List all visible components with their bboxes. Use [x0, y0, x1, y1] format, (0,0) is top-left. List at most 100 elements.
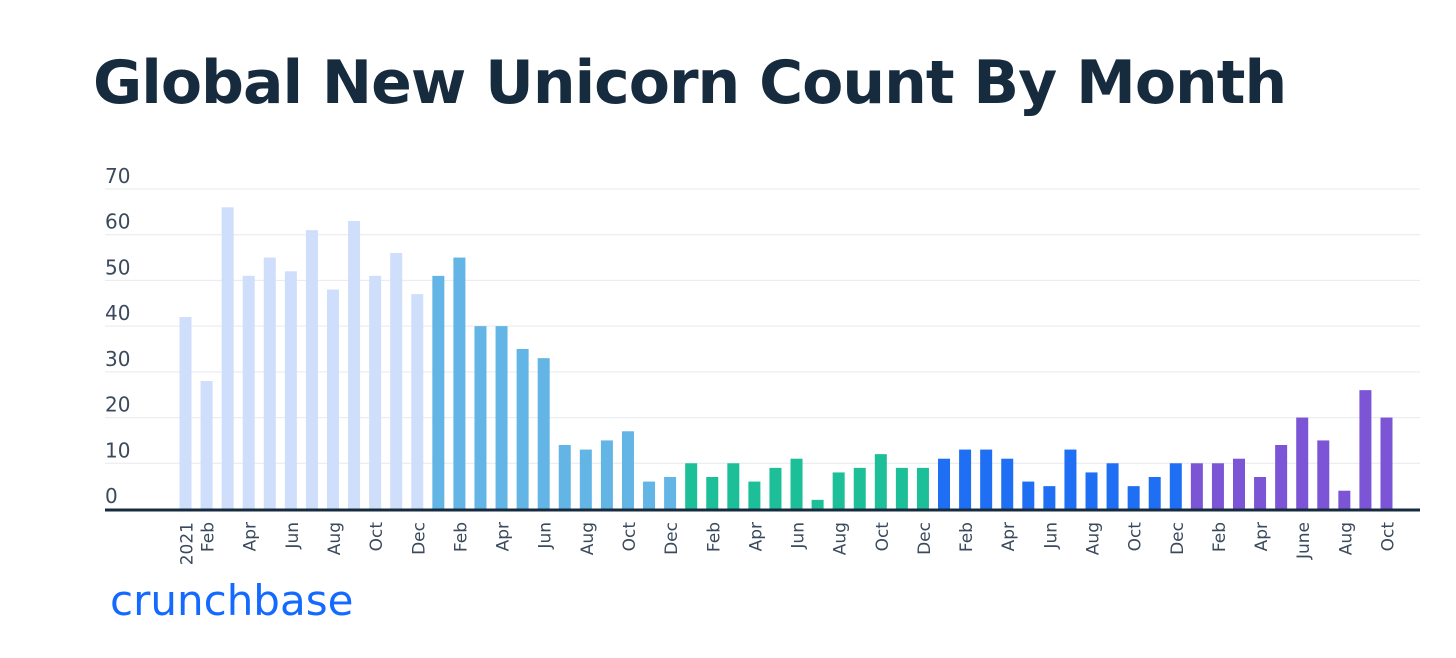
y-tick-label: 40	[105, 301, 130, 325]
x-tick-label: Dec	[915, 522, 935, 555]
bar	[811, 499, 824, 509]
bar	[1380, 417, 1393, 509]
bar	[1127, 486, 1140, 509]
bar	[242, 275, 255, 509]
bar	[1233, 458, 1245, 509]
bar	[748, 481, 761, 509]
bar	[643, 481, 656, 509]
bar	[537, 358, 550, 509]
x-tick-label: Oct	[367, 522, 387, 552]
y-tick-label: 50	[105, 255, 130, 279]
x-tick-label: Aug	[578, 522, 598, 555]
bar	[853, 467, 866, 509]
x-tick-label: Apr	[494, 522, 514, 551]
bar	[284, 271, 297, 509]
y-tick-label: 0	[105, 484, 118, 508]
chart-title: Global New Unicorn Count By Month	[93, 48, 1287, 118]
x-tick-label: June	[1294, 522, 1314, 560]
bar	[305, 230, 318, 509]
x-tick-label: Jun	[1041, 522, 1061, 550]
bar	[1106, 463, 1119, 509]
x-tick-label: Jun	[283, 522, 303, 550]
bar	[1211, 463, 1224, 509]
x-tick-label: Aug	[325, 522, 345, 555]
bar	[1148, 477, 1161, 509]
bar	[895, 467, 908, 509]
bar	[516, 349, 529, 509]
x-tick-label: Aug	[831, 522, 851, 555]
x-tick-label: Dec	[1168, 522, 1188, 555]
bar	[326, 289, 339, 509]
bar	[980, 449, 993, 509]
y-tick-label: 10	[105, 438, 130, 462]
y-tick-label: 70	[105, 164, 130, 188]
x-tick-label: Oct	[873, 522, 893, 552]
bar	[579, 449, 592, 509]
bar	[263, 257, 276, 509]
bar	[790, 458, 803, 509]
y-tick-label: 60	[105, 210, 130, 234]
x-tick-label: Feb	[1210, 522, 1230, 552]
bar	[1043, 486, 1056, 509]
x-tick-label: Aug	[1336, 522, 1356, 555]
x-tick-label: Feb	[957, 522, 977, 552]
bar	[369, 275, 382, 509]
x-tick-label: Jun	[536, 522, 556, 550]
y-tick-label: 20	[105, 393, 130, 417]
x-tick-label: Jun	[789, 522, 809, 550]
x-tick-label: Feb	[451, 522, 471, 552]
bar	[938, 458, 951, 509]
bar	[558, 445, 571, 509]
bar	[1022, 481, 1035, 509]
bar	[1338, 490, 1351, 509]
bar	[390, 253, 403, 509]
bar	[411, 294, 424, 509]
bar	[916, 467, 929, 509]
bar	[1001, 458, 1014, 509]
bar	[221, 207, 234, 510]
bar	[495, 326, 508, 509]
x-tick-label: Apr	[746, 522, 766, 551]
bar	[1169, 463, 1182, 509]
bar	[621, 431, 634, 509]
bar	[200, 381, 213, 509]
x-tick-label: Oct	[620, 522, 640, 552]
bar	[179, 317, 192, 509]
bar	[706, 477, 719, 509]
bar	[1254, 477, 1267, 509]
crunchbase-logo: crunchbase	[110, 576, 354, 625]
x-tick-label: Dec	[662, 522, 682, 555]
bar	[1190, 463, 1203, 509]
bar	[1064, 449, 1077, 509]
bar	[832, 472, 845, 509]
bar	[769, 467, 782, 509]
x-tick-label: Oct	[1378, 522, 1398, 552]
x-tick-label: Dec	[409, 522, 429, 555]
bar	[664, 477, 677, 509]
x-tick-label: Apr	[241, 522, 261, 551]
bar	[1296, 417, 1309, 509]
x-tick-label: Apr	[999, 522, 1019, 551]
bar	[600, 440, 613, 509]
x-tick-label: Apr	[1252, 522, 1272, 551]
bar	[874, 454, 887, 509]
x-tick-label: Feb	[704, 522, 724, 552]
bar	[727, 463, 740, 509]
bar	[453, 257, 466, 509]
bar	[1275, 445, 1288, 509]
bar	[1085, 472, 1098, 509]
bar	[432, 275, 445, 509]
y-tick-label: 30	[105, 347, 130, 371]
x-tick-label: 2021	[178, 522, 198, 565]
bar	[1317, 440, 1330, 509]
bar	[474, 326, 487, 509]
bar	[348, 221, 361, 509]
bar	[959, 449, 972, 509]
bar	[1359, 390, 1372, 509]
x-tick-label: Oct	[1126, 522, 1146, 552]
x-tick-label: Aug	[1084, 522, 1104, 555]
bar	[685, 463, 698, 509]
x-tick-label: Feb	[199, 522, 219, 552]
